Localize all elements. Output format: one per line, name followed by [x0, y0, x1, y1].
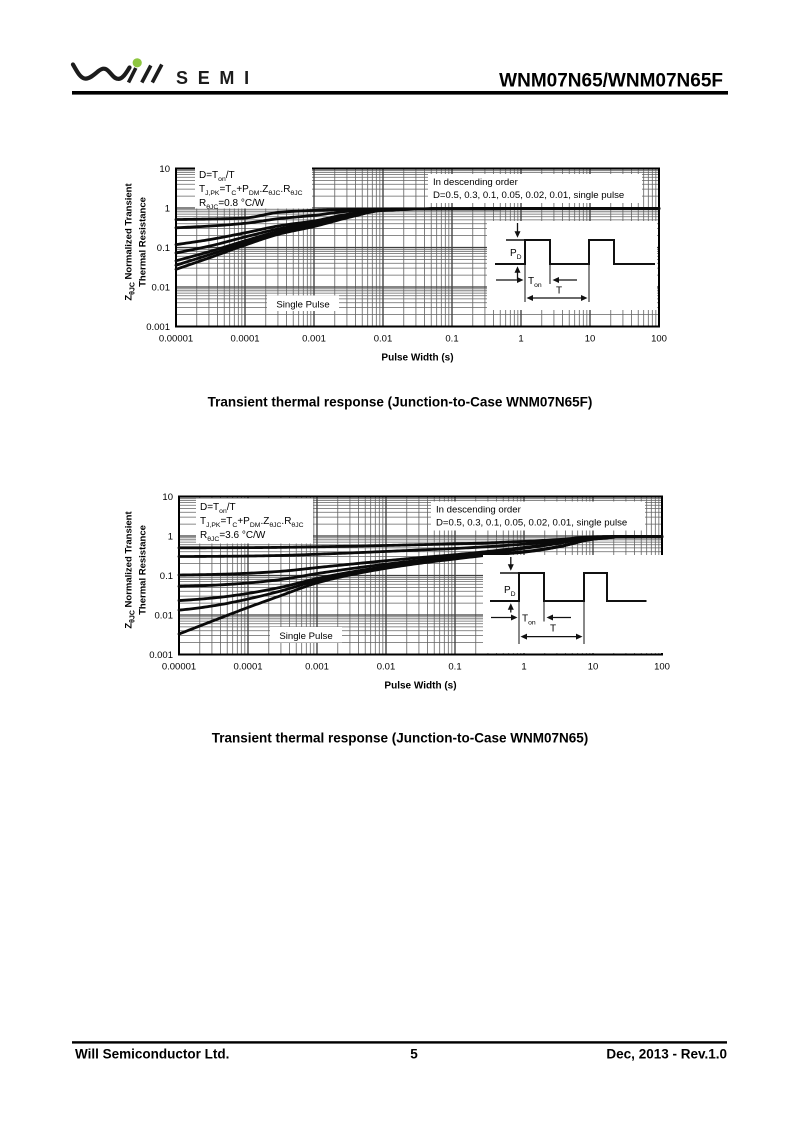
svg-text:1: 1: [168, 531, 173, 542]
svg-text:Transient thermal response (Ju: Transient thermal response (Junction-to-…: [212, 731, 589, 746]
svg-text:0.1: 0.1: [445, 333, 458, 344]
svg-text:0.001: 0.001: [146, 322, 170, 333]
svg-text:10: 10: [585, 333, 596, 344]
svg-text:0.1: 0.1: [448, 661, 461, 672]
svg-text:10: 10: [588, 661, 599, 672]
svg-text:0.01: 0.01: [377, 661, 396, 672]
svg-text:0.01: 0.01: [155, 610, 174, 621]
svg-text:Pulse Width (s): Pulse Width (s): [381, 353, 453, 364]
svg-text:10: 10: [159, 164, 170, 175]
svg-text:0.0001: 0.0001: [230, 333, 259, 344]
svg-text:0.1: 0.1: [160, 571, 173, 582]
svg-text:T: T: [550, 624, 556, 635]
svg-text:0.1: 0.1: [157, 243, 170, 254]
svg-text:Dec, 2013 - Rev.1.0: Dec, 2013 - Rev.1.0: [606, 1047, 727, 1062]
svg-text:ZθJC​ Normalized Transient: ZθJC​ Normalized Transient: [124, 511, 137, 629]
svg-text:0.01: 0.01: [152, 282, 171, 293]
svg-text:0.00001: 0.00001: [159, 333, 193, 344]
svg-text:Thermal Resistance: Thermal Resistance: [138, 197, 149, 287]
svg-text:5: 5: [410, 1047, 418, 1062]
svg-text:Thermal Resistance: Thermal Resistance: [138, 525, 149, 615]
svg-text:Transient thermal response (Ju: Transient thermal response (Junction-to-…: [208, 395, 593, 410]
svg-text:0.001: 0.001: [305, 661, 329, 672]
svg-text:RθJC​=0.8 °C/W: RθJC​=0.8 °C/W: [199, 198, 265, 211]
svg-text:PD​: PD​: [504, 585, 516, 598]
svg-text:0.001: 0.001: [302, 333, 326, 344]
svg-text:0.001: 0.001: [149, 650, 173, 661]
svg-text:Pulse Width (s): Pulse Width (s): [384, 681, 456, 692]
svg-text:0.0001: 0.0001: [233, 661, 262, 672]
svg-text:SEMI: SEMI: [176, 68, 259, 88]
svg-text:1: 1: [165, 203, 170, 214]
svg-text:Ton​: Ton​: [528, 276, 542, 289]
svg-text:PD​: PD​: [510, 248, 522, 261]
svg-text:D=Ton​/T: D=Ton​/T: [199, 170, 235, 183]
svg-text:10: 10: [162, 492, 173, 503]
svg-text:In descending order: In descending order: [433, 177, 519, 188]
svg-text:RθJC​=3.6 °C/W: RθJC​=3.6 °C/W: [200, 530, 266, 543]
svg-text:WNM07N65/WNM07N65F: WNM07N65/WNM07N65F: [499, 71, 723, 92]
svg-text:1: 1: [518, 333, 523, 344]
svg-text:ZθJC​ Normalized Transient: ZθJC​ Normalized Transient: [124, 183, 137, 301]
svg-text:Single Pulse: Single Pulse: [279, 631, 332, 642]
svg-text:In descending order: In descending order: [436, 505, 522, 516]
svg-text:Single Pulse: Single Pulse: [276, 300, 329, 311]
svg-text:D=0.5, 0.3, 0.1, 0.05, 0.02, 0: D=0.5, 0.3, 0.1, 0.05, 0.02, 0.01, singl…: [436, 518, 627, 529]
svg-text:Ton​: Ton​: [522, 614, 536, 627]
svg-text:100: 100: [654, 661, 670, 672]
svg-text:TJ,PK​=TC​+PDM​.ZθJC​.RθJC​: TJ,PK​=TC​+PDM​.ZθJC​.RθJC​: [199, 184, 303, 197]
svg-text:Will Semiconductor Ltd.: Will Semiconductor Ltd.: [75, 1047, 229, 1062]
svg-text:0.00001: 0.00001: [162, 661, 196, 672]
svg-text:100: 100: [651, 333, 667, 344]
svg-text:T: T: [556, 286, 562, 297]
svg-text:TJ,PK​=TC​+PDM​.ZθJC​.RθJC​: TJ,PK​=TC​+PDM​.ZθJC​.RθJC​: [200, 516, 304, 529]
svg-text:D=Ton​/T: D=Ton​/T: [200, 502, 236, 515]
svg-text:1: 1: [521, 661, 526, 672]
svg-text:0.01: 0.01: [374, 333, 393, 344]
svg-text:D=0.5, 0.3, 0.1, 0.05, 0.02, 0: D=0.5, 0.3, 0.1, 0.05, 0.02, 0.01, singl…: [433, 190, 624, 201]
